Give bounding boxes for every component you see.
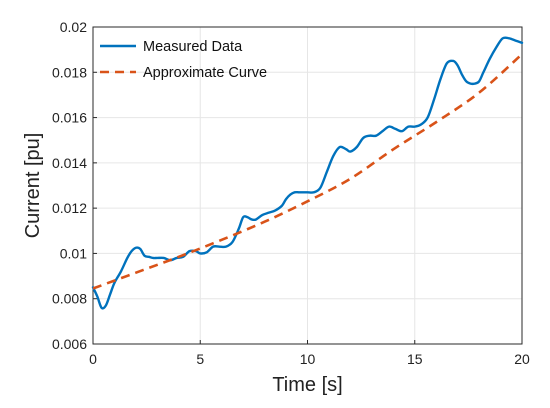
series-line-approximate-curve: [92, 53, 523, 290]
y-tick-label: 0.01: [60, 245, 87, 261]
y-axis-ticks: 0.006 0.008 0.01 0.012 0.014 0.016 0.018 0.02: [52, 19, 97, 352]
y-tick-label: 0.014: [52, 155, 87, 171]
x-tick-label: 0: [89, 351, 97, 367]
x-axis-label: Time [s]: [272, 374, 342, 396]
series-line-measured-data: [91, 36, 524, 310]
y-tick-label: 0.008: [52, 291, 87, 307]
y-tick-label: 0.012: [52, 200, 87, 216]
x-axis-ticks: 0 5 10 15 20: [89, 340, 530, 367]
y-tick-label: 0.02: [60, 19, 87, 35]
x-tick-label: 10: [300, 351, 316, 367]
y-axis-label: Current [pu]: [22, 133, 44, 239]
y-tick-label: 0.018: [52, 64, 87, 80]
grid: [92, 26, 523, 345]
x-tick-label: 5: [196, 351, 204, 367]
legend-label: Approximate Curve: [143, 65, 267, 81]
y-tick-label: 0.006: [52, 336, 87, 352]
x-tick-label: 20: [514, 351, 530, 367]
y-tick-label: 0.016: [52, 110, 87, 126]
legend-label: Measured Data: [143, 39, 243, 55]
legend: Measured Data Approximate Curve: [100, 39, 267, 81]
series-layer: [91, 36, 524, 310]
x-tick-label: 15: [407, 351, 423, 367]
